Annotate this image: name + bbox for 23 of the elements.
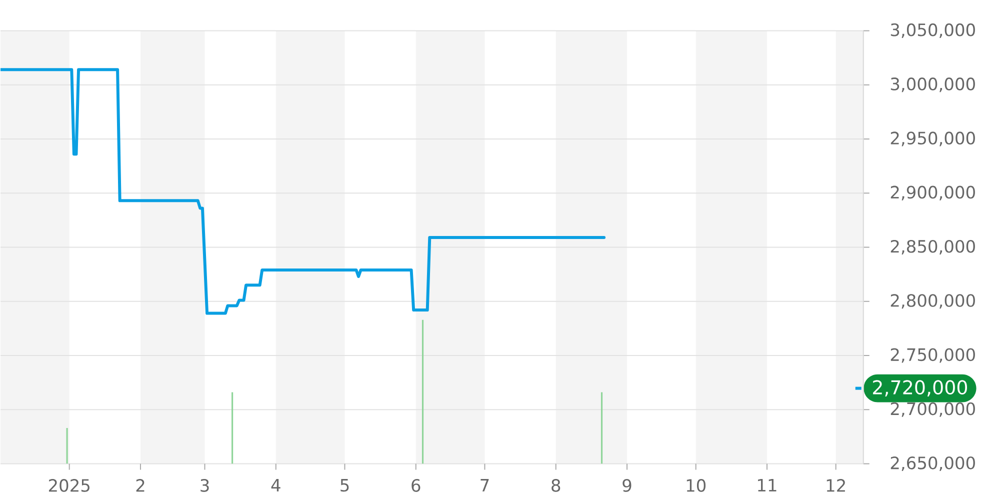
x-tick-label: 6 (412, 479, 420, 492)
x-tick-label: 3 (200, 479, 209, 492)
x-tick-label: 5 (340, 479, 349, 492)
y-tick-label: 2,950,000 (890, 132, 975, 146)
x-tick-label: 11 (758, 479, 776, 492)
y-tick-label: 2,650,000 (890, 456, 975, 472)
y-tick-label: 2,850,000 (890, 240, 975, 255)
y-tick-label: 3,050,000 (890, 24, 975, 38)
x-tick-label: 8 (552, 479, 560, 492)
y-tick-label: 3,000,000 (890, 78, 975, 92)
y-tick-label: 2,750,000 (890, 348, 975, 363)
line-series (0, 68, 606, 315)
x-tick-label: 4 (271, 479, 280, 492)
x-tick-label: 2025 (48, 479, 90, 492)
x-tick-label: 10 (686, 479, 706, 492)
x-tick-label: 7 (480, 479, 489, 492)
y-tick-label: 2,700,000 (890, 402, 975, 418)
x-tick-label: 9 (622, 479, 632, 492)
x-tick-label: 2 (136, 479, 144, 492)
text: 2,720,000 (873, 380, 968, 397)
y-tick-label: 2,900,000 (890, 186, 975, 200)
x-tick-label: 12 (826, 479, 845, 492)
y-tick-label: 2,800,000 (890, 294, 975, 309)
